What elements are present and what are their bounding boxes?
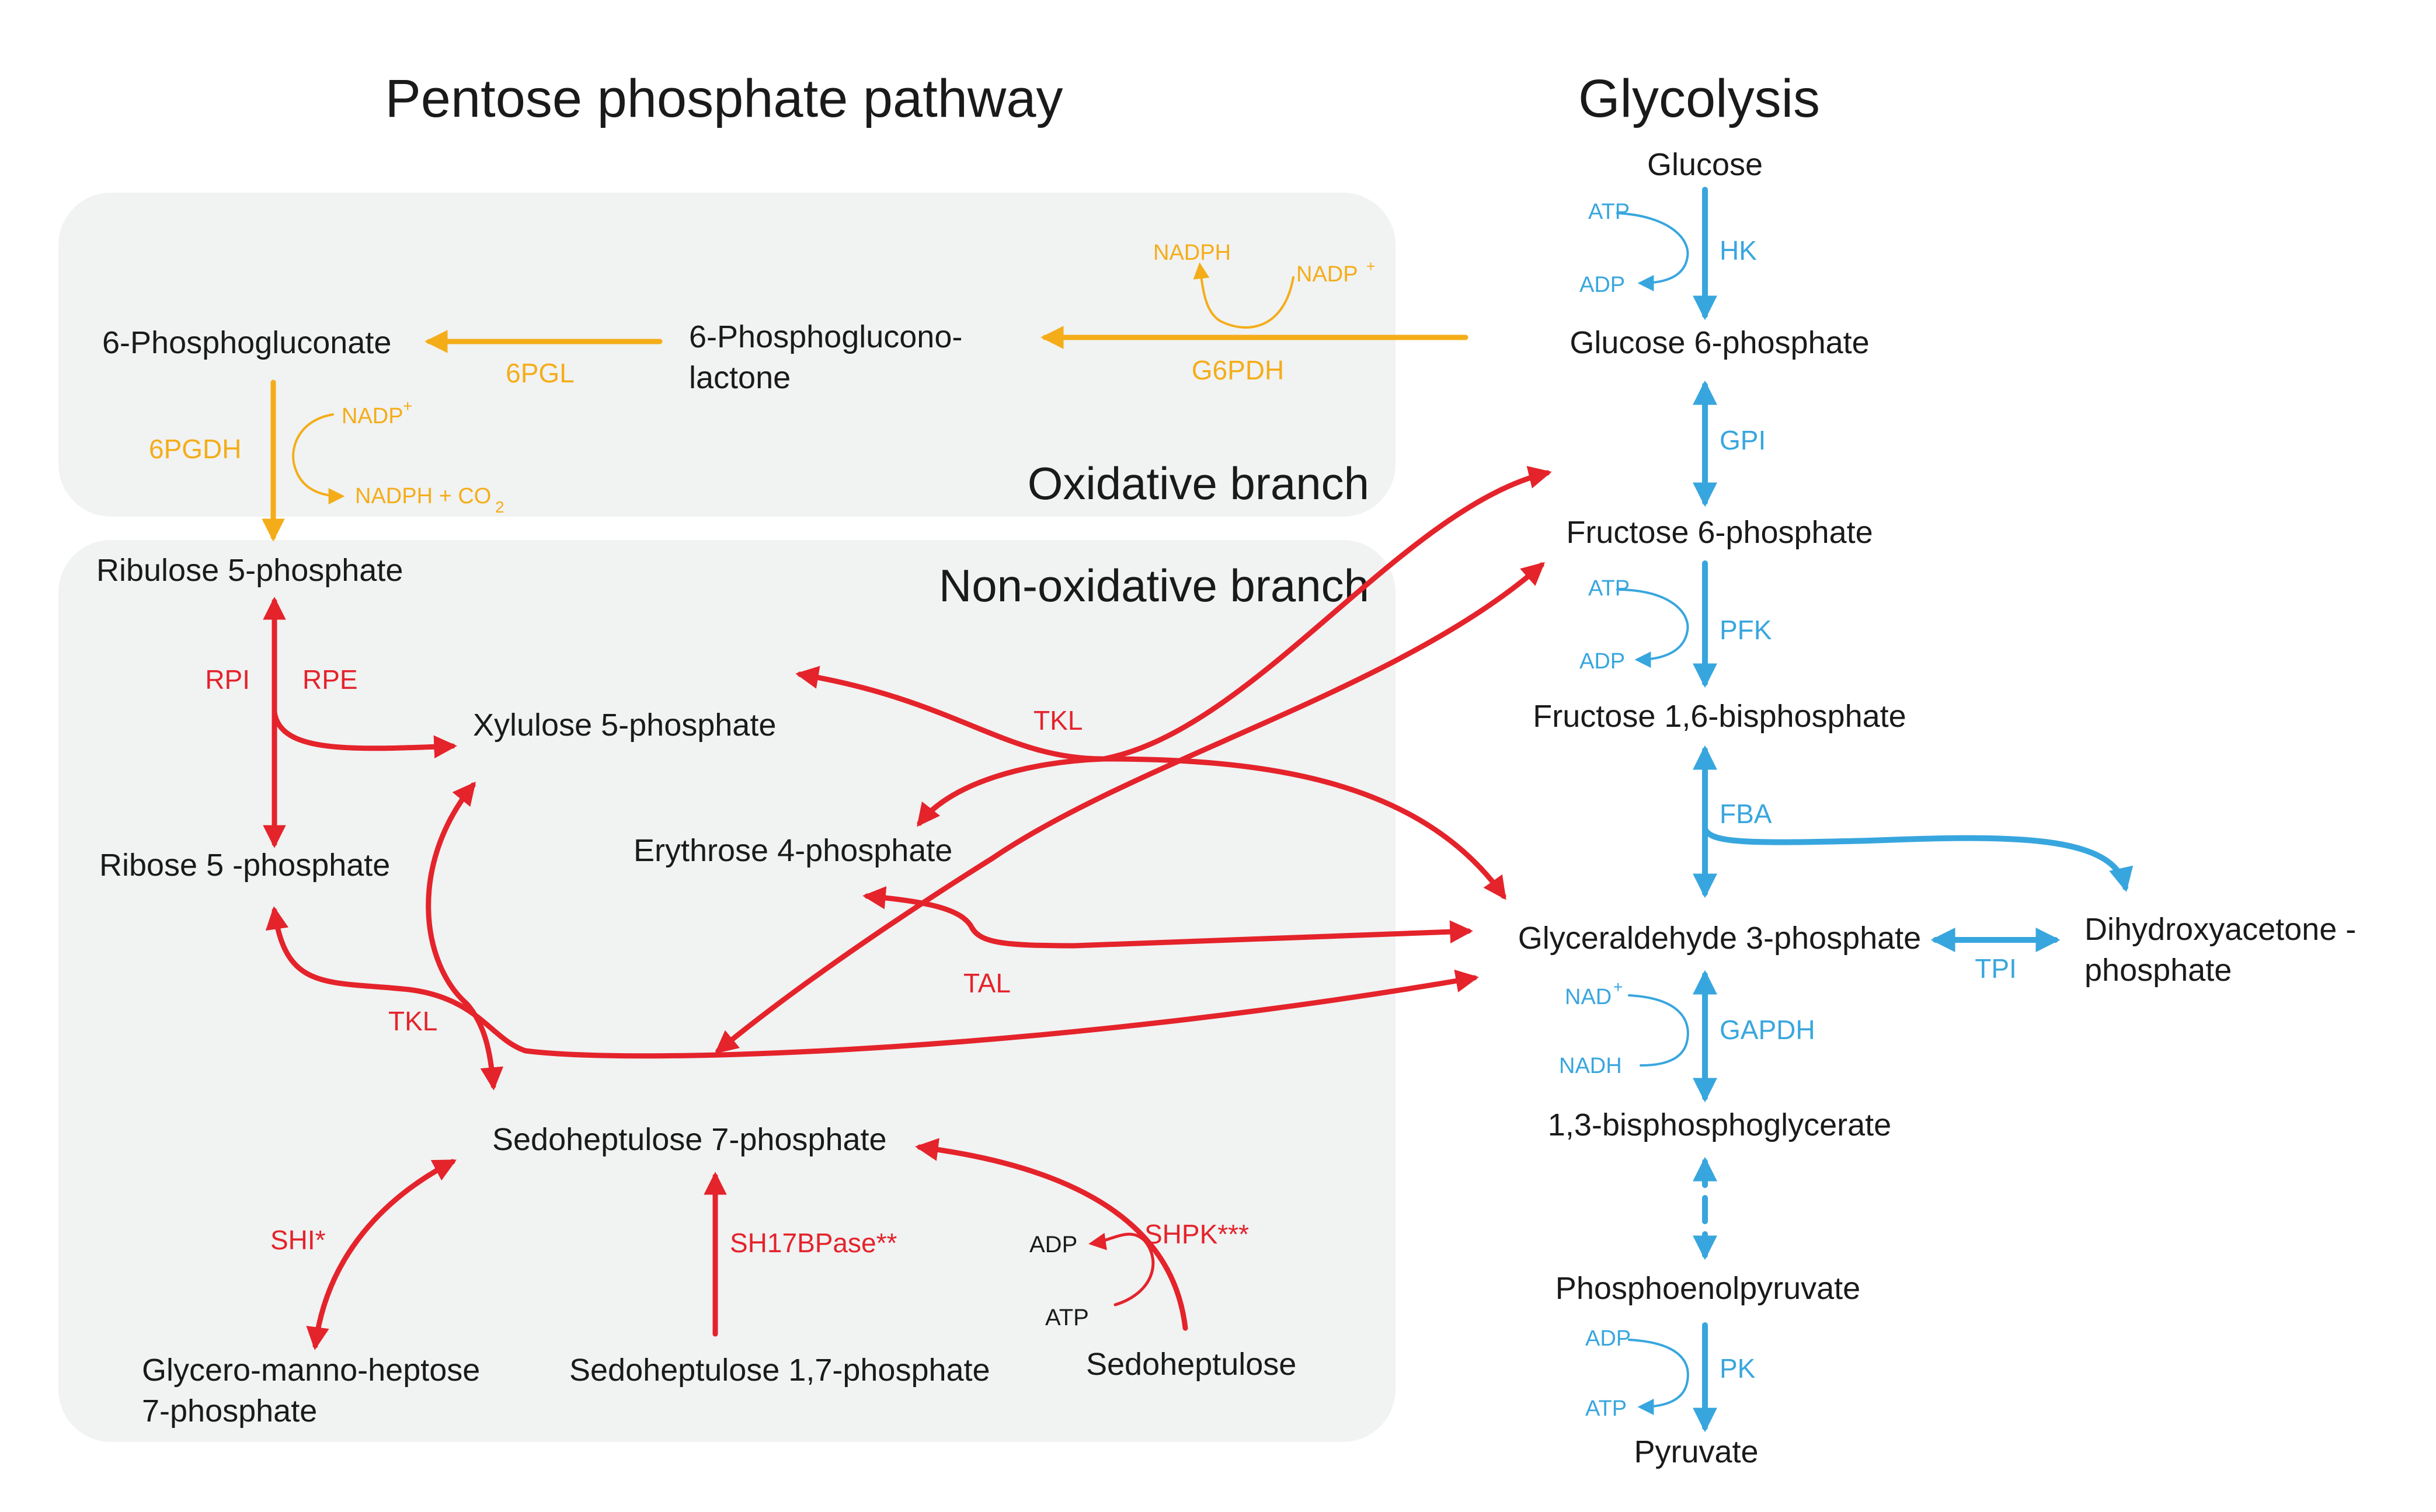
dihydroxyacetone-phosphate-line2: phosphate: [2084, 953, 2232, 988]
enzyme-6pgdh: 6PGDH: [149, 434, 241, 464]
6-phosphoglucono-lactone-line1: 6-Phosphoglucono-: [689, 319, 962, 354]
cofactor-pk-atp: ATP: [1585, 1396, 1627, 1421]
cofactor-shpk-adp: ADP: [1029, 1232, 1077, 1257]
enzyme-fba: FBA: [1720, 799, 1772, 829]
cofactor-gapdh-nad: NAD: [1565, 985, 1612, 1009]
dihydroxyacetone-phosphate-line1: Dihydroxyacetone -: [2084, 912, 2356, 947]
shpk-arrow: [915, 1138, 1188, 1331]
sedoheptulose-1-7-phosphate: Sedoheptulose 1,7-phosphate: [569, 1353, 990, 1388]
enzyme-tal: TAL: [963, 968, 1011, 998]
enzyme-tkl-upper: TKL: [1033, 705, 1083, 736]
enzyme-gapdh: GAPDH: [1720, 1015, 1815, 1045]
cofactor-g6pdh-nadp: NADP: [1296, 262, 1358, 287]
sedoheptulose: Sedoheptulose: [1086, 1347, 1296, 1382]
phosphoenolpyruvate: Phosphoenolpyruvate: [1555, 1271, 1860, 1306]
cofactor-6pgdh-nadp: NADP: [342, 404, 403, 428]
oxidative-branch-panel: [58, 193, 1396, 517]
tkl-lower-arrow-a: [265, 906, 1479, 1059]
enzyme-shpk: SHPK***: [1144, 1219, 1249, 1249]
enzyme-pfk: PFK: [1720, 615, 1772, 645]
enzyme-tkl-lower: TKL: [388, 1006, 437, 1036]
shpk-cofactor-arc: [1088, 1232, 1155, 1307]
enzyme-g6pdh: G6PDH: [1192, 355, 1284, 385]
glucose: Glucose: [1647, 147, 1763, 182]
pk-cofactor-arc: [1628, 1339, 1689, 1415]
1-3-bisphosphoglycerate: 1,3-bisphosphoglycerate: [1548, 1107, 1891, 1142]
cofactor-g6pdh-nadph: NADPH: [1153, 241, 1231, 265]
glycolysis-title: Glycolysis: [1578, 69, 1820, 128]
enzyme-tpi: TPI: [1975, 953, 2017, 984]
pfk-cofactor-arc: [1616, 588, 1689, 668]
enzyme-pk: PK: [1720, 1353, 1756, 1384]
gapdh-cofactor-arc: [1628, 994, 1689, 1067]
g6pdh-cofactor-arc: [1193, 262, 1294, 329]
6-phosphoglucono-lactone-line2: lactone: [689, 360, 791, 395]
cofactor-6pgdh-nadp-sup: +: [403, 397, 412, 415]
enzyme-rpi: RPI: [205, 664, 250, 695]
cofactor-shpk-atp: ATP: [1045, 1305, 1089, 1330]
oxidative-branch-label: Oxidative branch: [1028, 458, 1369, 509]
rpe-arrow: [272, 709, 457, 759]
ribose-5-phosphate: Ribose 5 -phosphate: [99, 848, 390, 883]
tkl-lower-arrow-b: [426, 781, 504, 1091]
6-phosphogluconate: 6-Phosphogluconate: [102, 325, 391, 360]
enzyme-gpi: GPI: [1720, 425, 1766, 455]
cofactor-gapdh-nad-sup: +: [1613, 978, 1623, 996]
cofactor-6pgdh-nadph-co: NADPH + CO: [355, 484, 491, 508]
sedoheptulose-7-phosphate: Sedoheptulose 7-phosphate: [492, 1122, 887, 1157]
fructose-1-6-bisphosphate: Fructose 1,6-bisphosphate: [1533, 699, 1906, 734]
cofactor-hk-adp: ADP: [1579, 273, 1625, 297]
cofactor-6pgdh-co-sub: 2: [495, 498, 504, 516]
cofactor-pk-adp: ADP: [1585, 1326, 1631, 1351]
enzyme-6pgl: 6PGL: [506, 358, 575, 388]
hk-cofactor-arc: [1616, 212, 1689, 291]
ppp-title: Pentose phosphate pathway: [385, 69, 1063, 128]
erythrose-4-phosphate: Erythrose 4-phosphate: [634, 833, 952, 868]
cofactor-g6pdh-nadp-sup: +: [1366, 257, 1375, 275]
shi-arrow: [306, 1159, 457, 1350]
pgdh-cofactor-arc: [292, 413, 345, 504]
enzyme-rpe: RPE: [302, 664, 358, 695]
glycero-manno-heptose-7-phosphate-line1: Glycero-manno-heptose: [142, 1353, 480, 1388]
glyceraldehyde-3-phosphate: Glyceraldehyde 3-phosphate: [1518, 921, 1921, 956]
cofactor-gapdh-nadh: NADH: [1559, 1054, 1622, 1078]
glucose-6-phosphate: Glucose 6-phosphate: [1570, 325, 1869, 360]
enzyme-hk: HK: [1720, 235, 1757, 266]
cofactor-pfk-adp: ADP: [1579, 649, 1625, 674]
glycero-manno-heptose-7-phosphate-line2: 7-phosphate: [142, 1393, 317, 1429]
nonoxidative-branch-panel: [58, 540, 1396, 1442]
xylulose-5-phosphate: Xylulose 5-phosphate: [473, 708, 776, 743]
fructose-6-phosphate: Fructose 6-phosphate: [1566, 515, 1873, 550]
fba-branch-arrow: [1702, 826, 2134, 893]
enzyme-sh17bpase: SH17BPase**: [730, 1228, 897, 1258]
enzyme-shi: SHI*: [270, 1225, 326, 1255]
nonoxidative-branch-label: Non-oxidative branch: [939, 560, 1369, 611]
cofactor-hk-atp: ATP: [1588, 200, 1630, 224]
pyruvate: Pyruvate: [1634, 1434, 1758, 1469]
ribulose-5-phosphate: Ribulose 5-phosphate: [96, 553, 403, 588]
cofactor-pfk-atp: ATP: [1588, 576, 1630, 601]
